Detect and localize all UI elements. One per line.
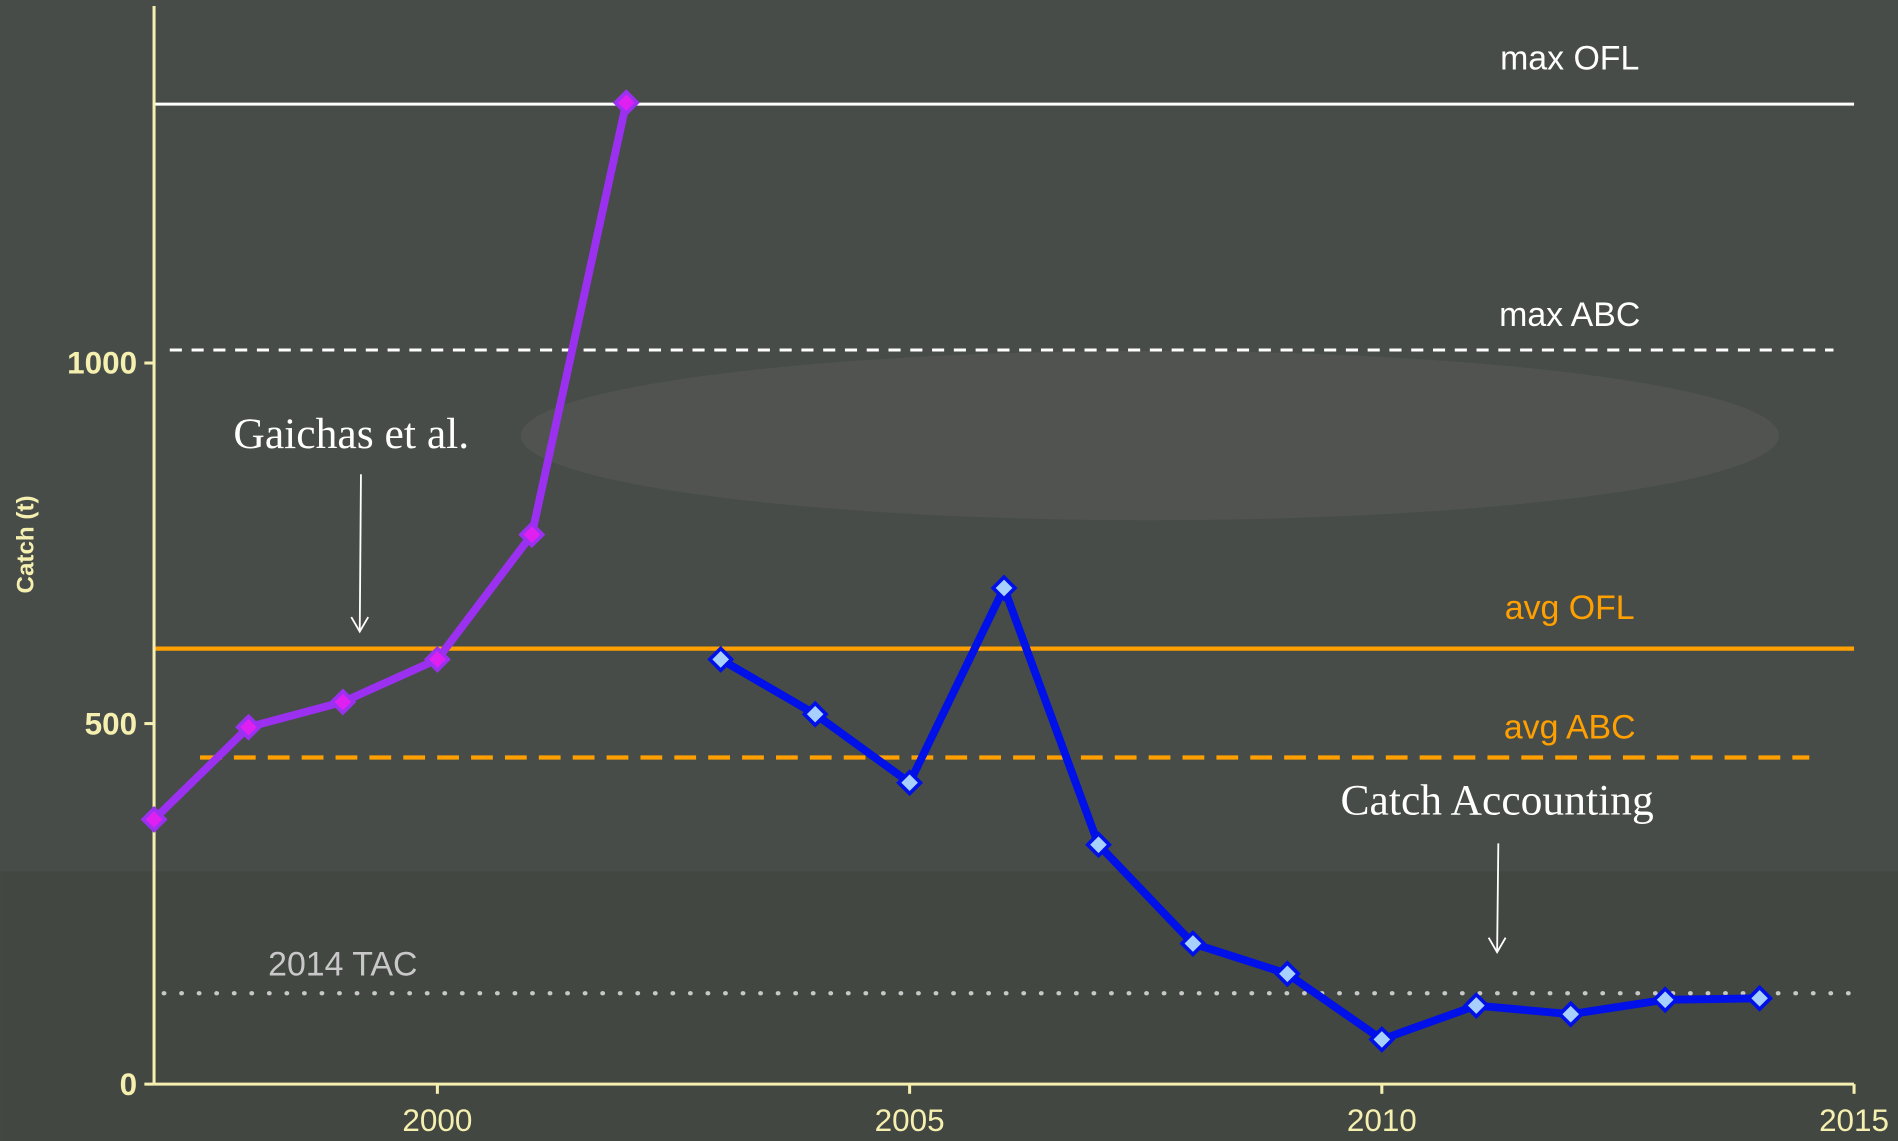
x-tick-label: 2005: [875, 1103, 945, 1138]
point-marker: [1746, 984, 1774, 1012]
point-marker: [1557, 1000, 1585, 1028]
annotation-arrow: [1496, 843, 1500, 953]
background-shark: [520, 350, 1780, 521]
point-marker: [423, 645, 451, 673]
x-tick-label: 2000: [402, 1103, 472, 1138]
annotation-arrowhead: [350, 616, 369, 634]
point-marker: [707, 645, 735, 673]
point-marker: [612, 89, 640, 117]
point-marker: [896, 769, 924, 797]
series-line: [718, 584, 1760, 1044]
y-axis-label: Catch (t): [12, 495, 39, 593]
annotation-arrowhead: [1487, 937, 1507, 955]
series-line: [151, 101, 631, 823]
point-marker: [518, 521, 546, 549]
annotation-arrow: [358, 474, 362, 632]
point-marker: [140, 806, 168, 833]
point-marker: [801, 700, 829, 728]
y-tick-label: 500: [85, 706, 137, 741]
point-marker: [1462, 992, 1490, 1019]
reference-label: avg OFL: [1505, 589, 1635, 627]
x-tick-label: 2010: [1347, 1103, 1417, 1138]
reference-label: max OFL: [1500, 39, 1639, 77]
annotation: Catch Accounting: [1340, 777, 1653, 825]
x-tick-label: 2015: [1819, 1103, 1889, 1138]
point-marker: [235, 713, 262, 741]
reference-label: max ABC: [1499, 296, 1640, 334]
reference-label: 2014 TAC: [268, 946, 417, 984]
background-floor: [0, 871, 1898, 1141]
y-tick-label: 1000: [67, 346, 137, 381]
point-marker: [1179, 930, 1207, 957]
point-marker: [990, 574, 1018, 602]
y-tick-label: 0: [120, 1067, 137, 1102]
annotation: Gaichas et al.: [233, 410, 469, 458]
point-marker: [1085, 831, 1112, 859]
point-marker: [1368, 1025, 1396, 1053]
point-marker: [329, 688, 357, 716]
reference-label: avg ABC: [1504, 709, 1636, 747]
point-marker: [1651, 986, 1679, 1014]
point-marker: [1273, 960, 1301, 988]
